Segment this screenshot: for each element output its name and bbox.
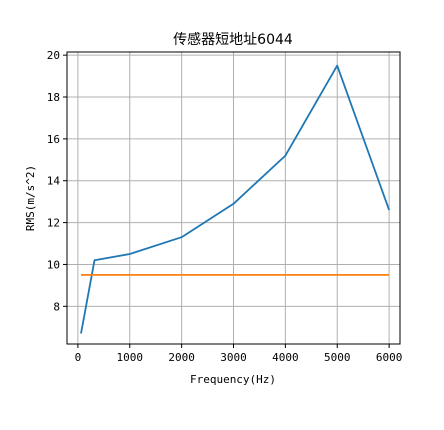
ticks: 0 1000 2000 3000 4000 5000 6000 8 10 12 14 16 18 20 — [47, 49, 403, 364]
x-tick-label: 3000 — [220, 351, 247, 364]
y-tick-label: 18 — [47, 91, 60, 104]
x-tick-label: 0 — [75, 351, 82, 364]
y-tick-label: 14 — [47, 175, 61, 188]
y-tick-label: 8 — [53, 300, 60, 313]
series-layer — [80, 64, 390, 334]
x-tick-label: 5000 — [324, 351, 351, 364]
y-axis-label: RMS(m/s^2) — [24, 165, 37, 231]
x-tick-label: 4000 — [272, 351, 299, 364]
y-tick-label: 10 — [47, 258, 60, 271]
y-tick-label: 16 — [47, 133, 60, 146]
series-line-1 — [80, 64, 390, 334]
chart-title: 传感器短地址6044 — [173, 31, 293, 48]
y-tick-label: 12 — [47, 217, 60, 230]
x-tick-label: 2000 — [168, 351, 195, 364]
x-tick-label: 1000 — [117, 351, 144, 364]
x-tick-label: 6000 — [376, 351, 403, 364]
x-axis-label: Frequency(Hz) — [190, 373, 276, 386]
y-tick-label: 20 — [47, 49, 60, 62]
grid — [67, 52, 400, 344]
